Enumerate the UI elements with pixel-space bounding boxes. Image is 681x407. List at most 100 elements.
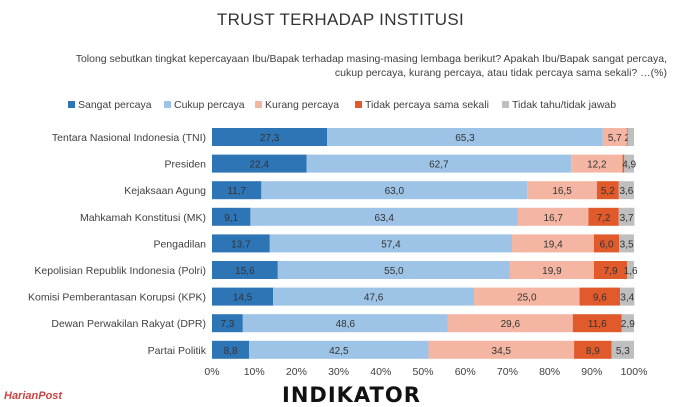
data-label: 3,5 <box>620 239 634 250</box>
legend-swatch-5 <box>502 101 509 108</box>
bar-segment <box>212 261 278 279</box>
bar-segment <box>627 261 634 279</box>
data-label: 3,6 <box>619 186 633 197</box>
data-label: 1,6 <box>624 266 638 277</box>
data-label: 7,9 <box>604 266 618 277</box>
data-label: 63,4 <box>374 213 394 224</box>
data-label: 47,6 <box>364 293 384 304</box>
bar-segment <box>212 340 250 359</box>
data-label: 13,7 <box>231 239 251 250</box>
legend-swatch-4 <box>355 101 362 108</box>
data-label: 63,0 <box>385 186 405 197</box>
bar-segment <box>212 181 262 200</box>
legend-swatch-1 <box>68 101 75 108</box>
bar-segment <box>277 261 510 279</box>
data-label: 8,9 <box>586 346 600 357</box>
bar-segment <box>212 234 270 253</box>
bar-segment <box>212 128 328 146</box>
bar-segment <box>622 154 625 173</box>
bar-segment <box>447 314 573 333</box>
legend-label-5: Tidak tahu/tidak jawab <box>512 99 616 111</box>
x-tick-label: 0% <box>204 366 219 378</box>
category-label: Pengadilan <box>153 238 206 250</box>
bar-segment <box>611 340 634 359</box>
data-label: 42,5 <box>329 346 349 357</box>
data-label: 11,7 <box>227 186 246 197</box>
x-tick-label: 60% <box>455 366 476 378</box>
legend-label-1: Sangat percaya <box>78 99 152 111</box>
chart-title: TRUST TERHADAP INSTITUSI <box>216 10 465 29</box>
bar-segment <box>428 340 575 359</box>
chart-subtitle: Tolong sebutkan tingkat kepercayaan Ibu/… <box>75 53 667 79</box>
bars: 27,3 65,3 5,7 2 22,4 62,7 12,2 4,9 11,7 63,0 16,5 5… <box>212 128 638 359</box>
category-label: Mahkamah Konstitusi (MK) <box>80 212 206 224</box>
x-tick-label: 80% <box>539 366 560 378</box>
bar-segment <box>261 181 528 200</box>
x-tick-label: 90% <box>581 366 602 378</box>
data-label: 65,3 <box>455 133 475 144</box>
data-label: 8,8 <box>224 346 238 357</box>
x-tick-label: 20% <box>286 366 307 378</box>
bar-segment <box>250 207 518 226</box>
data-label: 7,3 <box>220 319 234 330</box>
bar-segment <box>212 287 274 306</box>
data-label: 25,0 <box>517 293 537 304</box>
x-tick-label: 50% <box>412 366 433 378</box>
bar-segment <box>574 340 612 359</box>
category-label: Tentara Nasional Indonesia (TNI) <box>52 132 206 144</box>
data-label: 3,4 <box>620 293 634 304</box>
bar-segment <box>572 314 622 333</box>
category-label: Kepolisian Republik Indonesia (Polri) <box>34 265 206 277</box>
bar-segment <box>593 261 628 279</box>
data-label: 9,6 <box>593 293 607 304</box>
legend-label-2: Cukup percaya <box>174 99 245 111</box>
data-label: 16,7 <box>543 213 563 224</box>
bar-segment <box>327 128 603 146</box>
data-label: 55,0 <box>384 266 404 277</box>
x-tick-label: 30% <box>328 366 349 378</box>
bar-segment <box>306 154 572 173</box>
bar-segment <box>593 234 620 253</box>
data-label: 14,5 <box>233 293 253 304</box>
category-label: Kejaksaan Agung <box>124 185 206 197</box>
bar-segment <box>212 207 251 226</box>
watermark: HarianPost <box>4 390 63 402</box>
data-label: 19,9 <box>542 266 562 277</box>
bar-segment <box>212 314 243 333</box>
category-labels: Tentara Nasional Indonesia (TNI) Presiden… <box>28 132 207 357</box>
legend-label-4: Tidak percaya sama sekali <box>365 99 489 111</box>
category-label: Presiden <box>165 159 207 171</box>
bar-segment <box>269 234 513 253</box>
bar-segment <box>624 154 634 173</box>
bar-segment <box>212 154 307 173</box>
x-tick-label: 40% <box>370 366 391 378</box>
data-label: 6,0 <box>600 239 614 250</box>
bar-segment <box>588 207 619 226</box>
bar-segment <box>627 128 634 146</box>
x-tick-label: 10% <box>244 366 265 378</box>
legend: Sangat percaya Cukup percaya Kurang percay… <box>68 99 616 111</box>
bar-segment <box>619 234 634 253</box>
indikator-logo: INDIKATOR <box>282 383 421 407</box>
data-label: 2,9 <box>621 319 635 330</box>
data-label: 12,2 <box>587 160 607 171</box>
data-label: 11,6 <box>588 319 607 330</box>
bar-segment <box>242 314 448 333</box>
bar-segment <box>579 287 621 306</box>
data-label: 57,4 <box>381 239 401 250</box>
x-tick-label: 100% <box>621 366 648 378</box>
legend-swatch-3 <box>255 101 262 108</box>
data-label: 5,7 <box>608 133 622 144</box>
x-tick-label: 70% <box>497 366 518 378</box>
bar-segment <box>602 128 627 146</box>
data-label: 34,5 <box>492 346 512 357</box>
bar-segment <box>273 287 475 306</box>
bar-segment <box>626 128 628 146</box>
legend-swatch-2 <box>164 101 171 108</box>
bar-segment <box>620 287 635 306</box>
bar-segment <box>249 340 429 359</box>
category-label: Dewan Perwakilan Rakyat (DPR) <box>51 318 206 330</box>
data-label: 29,6 <box>501 319 521 330</box>
category-label: Komisi Pemberantasan Korupsi (KPK) <box>28 292 206 304</box>
